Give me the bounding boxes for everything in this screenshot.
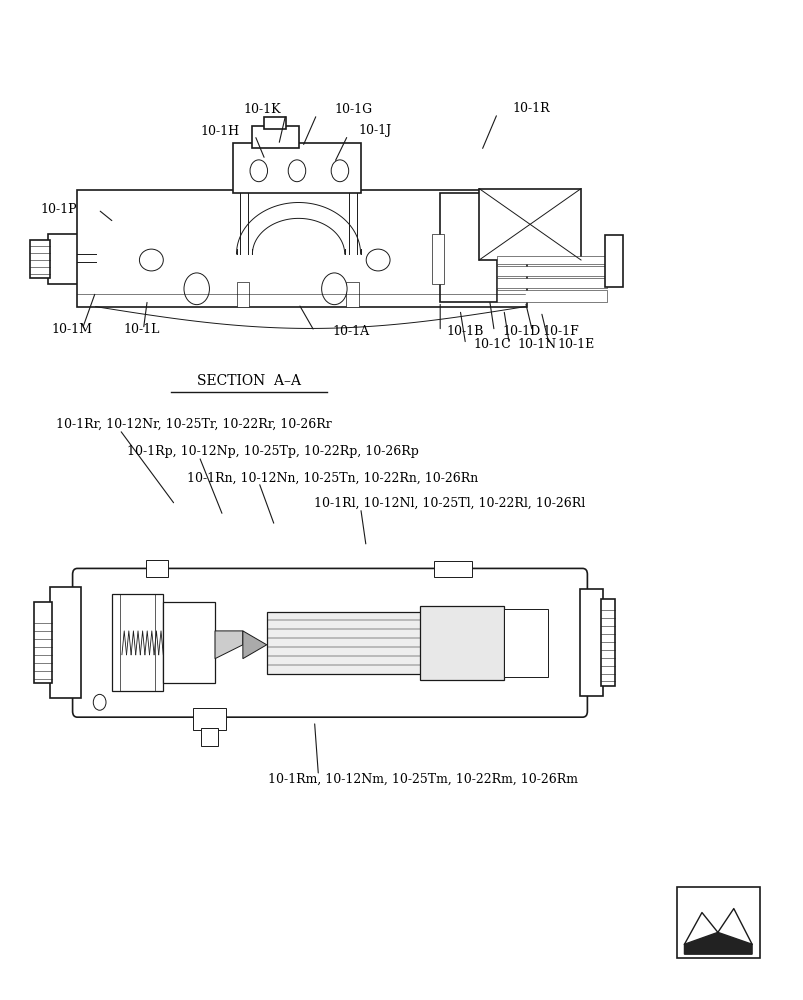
Text: 10-1G: 10-1G — [334, 103, 372, 116]
Text: 10-1M: 10-1M — [52, 323, 93, 336]
FancyBboxPatch shape — [267, 612, 422, 674]
Text: 10-1F: 10-1F — [541, 325, 578, 338]
FancyBboxPatch shape — [77, 190, 526, 307]
FancyBboxPatch shape — [497, 278, 606, 288]
Text: 10-1A: 10-1A — [332, 325, 369, 338]
Text: 10-1Rl, 10-12Nl, 10-25Tl, 10-22Rl, 10-26Rl: 10-1Rl, 10-12Nl, 10-25Tl, 10-22Rl, 10-26… — [314, 496, 585, 509]
FancyBboxPatch shape — [112, 594, 163, 691]
FancyBboxPatch shape — [604, 235, 622, 287]
FancyBboxPatch shape — [236, 282, 249, 307]
Bar — [675, 887, 759, 958]
Circle shape — [331, 160, 349, 182]
Text: 10-1Rp, 10-12Np, 10-25Tp, 10-22Rp, 10-26Rp: 10-1Rp, 10-12Np, 10-25Tp, 10-22Rp, 10-26… — [128, 445, 419, 458]
Circle shape — [250, 160, 267, 182]
FancyBboxPatch shape — [346, 282, 359, 307]
Circle shape — [321, 273, 347, 305]
FancyBboxPatch shape — [497, 290, 606, 302]
FancyBboxPatch shape — [434, 561, 471, 577]
Text: 10-1Rn, 10-12Nn, 10-25Tn, 10-22Rn, 10-26Rn: 10-1Rn, 10-12Nn, 10-25Tn, 10-22Rn, 10-26… — [187, 472, 478, 485]
Text: 10-1K: 10-1K — [243, 103, 281, 116]
FancyBboxPatch shape — [497, 266, 606, 276]
Text: 10-1L: 10-1L — [124, 323, 160, 336]
FancyBboxPatch shape — [503, 609, 547, 677]
Text: 10-1C: 10-1C — [473, 338, 511, 351]
FancyBboxPatch shape — [263, 117, 286, 129]
Text: 10-1P: 10-1P — [41, 203, 77, 216]
Polygon shape — [243, 631, 267, 659]
FancyBboxPatch shape — [193, 708, 226, 730]
Text: 10-1Rm, 10-12Nm, 10-25Tm, 10-22Rm, 10-26Rm: 10-1Rm, 10-12Nm, 10-25Tm, 10-22Rm, 10-26… — [268, 773, 577, 786]
Text: 10-1Rr, 10-12Nr, 10-25Tr, 10-22Rr, 10-26Rr: 10-1Rr, 10-12Nr, 10-25Tr, 10-22Rr, 10-26… — [56, 418, 331, 431]
Ellipse shape — [139, 249, 163, 271]
Polygon shape — [214, 631, 243, 659]
Text: 10-1N: 10-1N — [516, 338, 556, 351]
FancyBboxPatch shape — [479, 189, 581, 260]
Text: SECTION  A–A: SECTION A–A — [197, 374, 301, 388]
Text: 10-1H: 10-1H — [200, 125, 239, 138]
Circle shape — [93, 694, 106, 710]
FancyBboxPatch shape — [31, 240, 51, 278]
FancyBboxPatch shape — [580, 589, 601, 696]
FancyBboxPatch shape — [201, 728, 218, 746]
Text: 10-1E: 10-1E — [556, 338, 593, 351]
FancyBboxPatch shape — [48, 234, 78, 284]
FancyBboxPatch shape — [35, 602, 52, 683]
Circle shape — [287, 160, 305, 182]
FancyBboxPatch shape — [252, 126, 298, 148]
Text: 10-1J: 10-1J — [358, 124, 391, 137]
FancyBboxPatch shape — [51, 587, 80, 698]
FancyBboxPatch shape — [145, 560, 168, 577]
FancyBboxPatch shape — [600, 599, 614, 686]
FancyBboxPatch shape — [232, 143, 361, 193]
Ellipse shape — [365, 249, 389, 271]
FancyBboxPatch shape — [497, 256, 606, 264]
Circle shape — [184, 273, 210, 305]
Polygon shape — [683, 932, 751, 954]
FancyBboxPatch shape — [420, 606, 503, 680]
Text: 10-1D: 10-1D — [502, 325, 540, 338]
FancyBboxPatch shape — [72, 568, 587, 717]
FancyBboxPatch shape — [432, 234, 443, 284]
FancyBboxPatch shape — [440, 193, 497, 302]
Text: 10-1B: 10-1B — [446, 325, 483, 338]
FancyBboxPatch shape — [163, 602, 214, 683]
Text: 10-1R: 10-1R — [512, 102, 549, 115]
